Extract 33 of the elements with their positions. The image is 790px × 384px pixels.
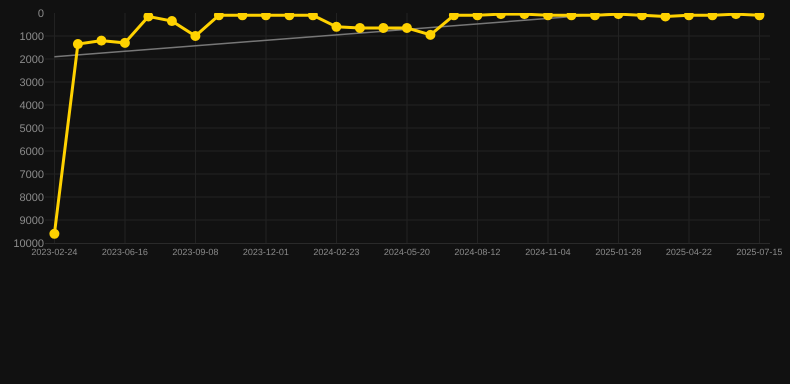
y-tick-label: 9000 [20,214,44,227]
point [425,30,436,40]
point [120,38,130,48]
y-tick-label: 6000 [20,146,44,158]
x-tick-label: 2023-06-16 [102,246,148,257]
y-tick-label: 7000 [20,168,44,181]
point [660,13,670,22]
x-tick-label: 2023-09-08 [172,246,218,257]
point [166,16,177,26]
x-tick-label: 2024-08-12 [454,246,500,257]
y-tick-label: 0 [38,8,44,20]
y-tick-label: 2000 [20,54,44,66]
x-tick-label: 2024-11-04 [525,246,571,257]
x-tick-label: 2023-12-01 [242,246,289,257]
point [96,36,106,46]
point [402,22,412,33]
x-tick-label: 2025-04-22 [666,246,712,257]
x-tick-label: 2024-05-20 [384,246,430,257]
y-tick-label: 8000 [20,192,44,204]
point [331,22,342,32]
point [354,22,365,33]
point [143,13,154,22]
x-tick-label: 2025-01-28 [595,246,642,257]
x-tick-label: 2025-07-15 [736,246,782,257]
y-tick-label: 1000 [20,30,44,43]
y-tick-label: 3000 [20,76,44,89]
point [72,39,83,50]
point [190,31,200,41]
point [49,228,60,239]
y-tick-label: 5000 [20,122,44,135]
point [378,22,388,33]
y-tick-label: 4000 [20,100,44,112]
x-tick-label: 2024-02-23 [313,246,360,257]
